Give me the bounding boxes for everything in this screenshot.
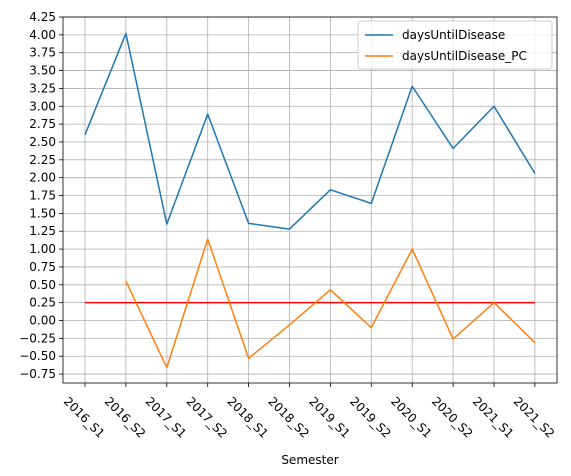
y-tick-label: −0.50 [19, 349, 56, 363]
legend-box [357, 20, 553, 70]
y-tick-label: 3.25 [29, 81, 56, 95]
legend-label: daysUntilDisease_PC [402, 49, 527, 63]
y-tick-label: 1.75 [29, 189, 56, 203]
y-tick-label: −0.75 [19, 367, 56, 381]
y-tick-label: 0.50 [29, 278, 56, 292]
y-tick-label: 3.75 [29, 46, 56, 60]
y-tick-label: 4.25 [29, 10, 56, 24]
y-tick-label: 3.00 [29, 99, 56, 113]
y-tick-label: 1.25 [29, 224, 56, 238]
y-tick-label: 0.25 [29, 296, 56, 310]
y-tick-label: 2.25 [29, 153, 56, 167]
series-line-1 [125, 238, 536, 369]
legend: daysUntilDisease daysUntilDisease_PC [357, 20, 553, 70]
y-tick-label: 0.75 [29, 260, 56, 274]
y-tick-label: 2.50 [29, 135, 56, 149]
y-tick-label: 2.75 [29, 117, 56, 131]
y-tick-label: 3.50 [29, 64, 56, 78]
y-tick-label: 0.00 [29, 314, 56, 328]
y-tick-label: 4.00 [29, 28, 56, 42]
y-tick-label: −0.25 [19, 331, 56, 345]
y-axis: −0.75 −0.50 −0.25 0.00 0.25 0.50 0.75 1.00 1.25 1… [19, 10, 63, 381]
plot-frame [62, 16, 558, 384]
series-layer [84, 32, 536, 369]
legend-label: daysUntilDisease [402, 28, 505, 42]
y-tick-label: 1.50 [29, 206, 56, 220]
series-line-0 [84, 32, 536, 230]
y-tick-label: 1.00 [29, 242, 56, 256]
y-tick-label: 2.00 [29, 171, 56, 185]
x-axis-label: Semester [281, 453, 338, 467]
